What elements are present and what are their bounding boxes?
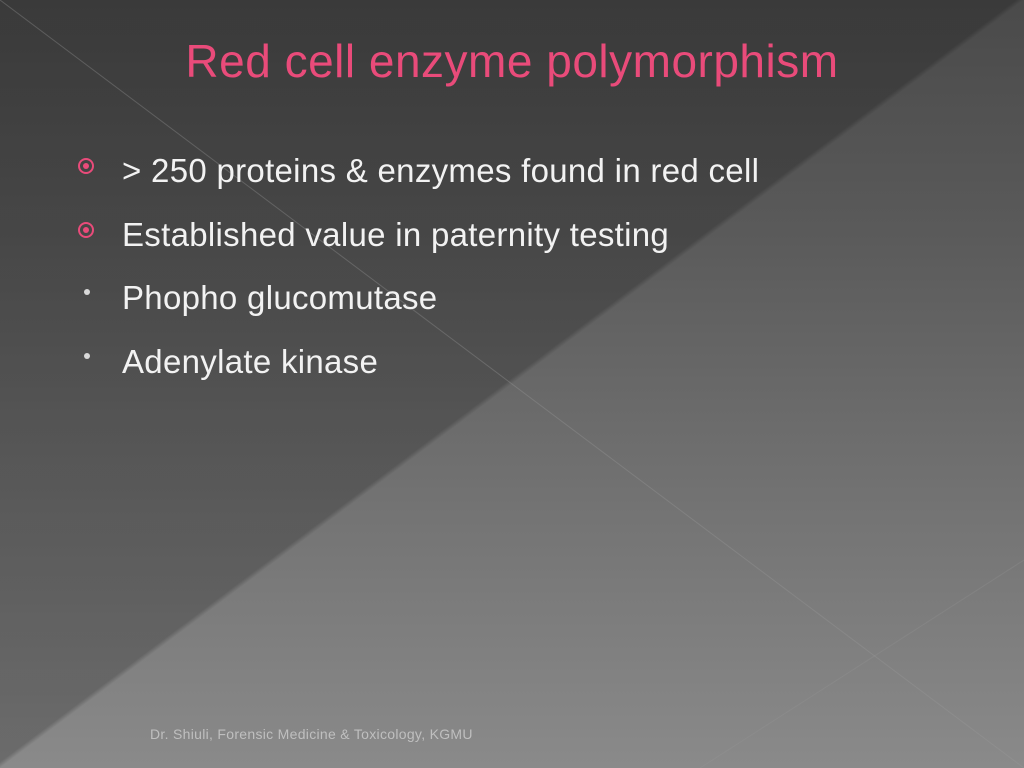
bullet-text: Phopho glucomutase [122,273,954,323]
bullet-text: > 250 proteins & enzymes found in red ce… [122,146,954,196]
bullet-marker-dot [78,337,122,359]
slide-title: Red cell enzyme polymorphism [70,34,954,88]
slide-footer: Dr. Shiuli, Forensic Medicine & Toxicolo… [150,726,473,742]
bullet-item: Phopho glucomutase [78,273,954,323]
slide-container: Red cell enzyme polymorphism > 250 prote… [0,0,1024,768]
bullet-marker-circle [78,210,122,238]
bullet-marker-circle [78,146,122,174]
bullet-item: Adenylate kinase [78,337,954,387]
bullet-list: > 250 proteins & enzymes found in red ce… [70,146,954,386]
bullet-marker-dot [78,273,122,295]
bullet-text: Adenylate kinase [122,337,954,387]
bullet-item: Established value in paternity testing [78,210,954,260]
bullet-text: Established value in paternity testing [122,210,954,260]
bullet-item: > 250 proteins & enzymes found in red ce… [78,146,954,196]
